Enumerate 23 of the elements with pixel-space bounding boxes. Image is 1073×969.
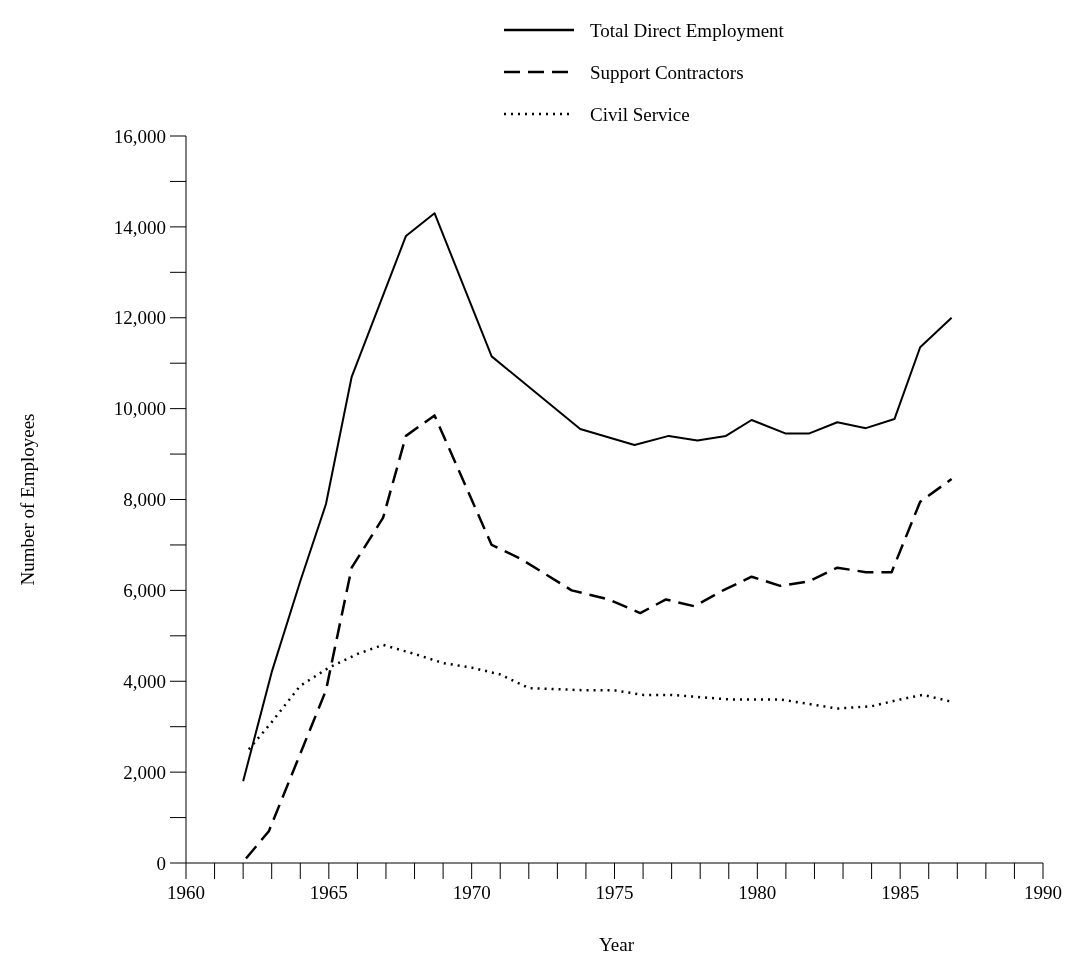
legend-label: Total Direct Employment	[590, 19, 785, 41]
legend-label: Support Contractors	[590, 61, 744, 83]
y-tick-label: 0	[156, 852, 166, 874]
x-tick-label: 1975	[595, 882, 634, 903]
y-tick-label: 4,000	[123, 670, 166, 692]
x-tick-label: 1965	[309, 882, 348, 903]
line-series	[242, 212, 953, 783]
y-tick-label: 6,000	[123, 580, 166, 602]
x-axis-title: Year	[598, 934, 635, 955]
line-series	[244, 414, 953, 860]
y-tick-label: 10,000	[113, 398, 166, 420]
y-tick-label: 8,000	[123, 489, 166, 511]
y-tick-label: 2,000	[123, 761, 166, 783]
x-tick-label: 1960	[167, 882, 205, 903]
x-tick-label: 1990	[1024, 882, 1062, 903]
y-tick-label: 12,000	[113, 307, 166, 329]
x-tick-label: 1985	[881, 882, 920, 903]
x-tick-label: 1970	[452, 882, 491, 903]
y-tick-label: 16,000	[113, 125, 166, 147]
legend-label: Civil Service	[590, 103, 690, 125]
y-tick-label: 14,000	[113, 216, 166, 238]
y-axis-title: Number of Employees	[17, 413, 38, 586]
x-tick-label: 1980	[738, 882, 777, 903]
